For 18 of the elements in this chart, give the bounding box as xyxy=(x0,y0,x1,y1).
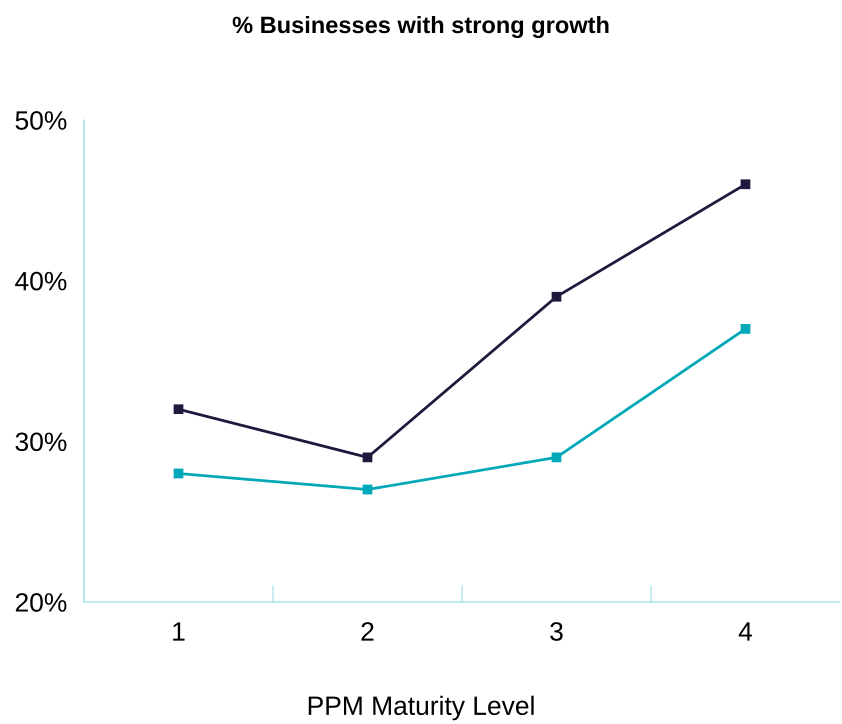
point xyxy=(552,452,562,462)
y-tick-label: 40% xyxy=(15,272,66,290)
point xyxy=(362,452,372,462)
point xyxy=(740,179,750,190)
x-tick-label: 4 xyxy=(738,622,752,641)
y-tick-label: 20% xyxy=(16,593,66,612)
point xyxy=(174,468,184,478)
x-tick-label: 1 xyxy=(173,622,185,641)
x-axis-title: PPM Maturity Level xyxy=(308,696,534,720)
y-tick-label: 30% xyxy=(16,432,66,452)
x-tick-label: 2 xyxy=(361,622,374,641)
y-tick-label: 50% xyxy=(16,111,66,130)
point xyxy=(174,404,184,414)
point xyxy=(552,292,562,302)
x-tick-label: 3 xyxy=(550,622,563,641)
point xyxy=(362,484,372,494)
chart-title: % Businesses with strong growth xyxy=(232,16,608,38)
point xyxy=(740,324,750,334)
